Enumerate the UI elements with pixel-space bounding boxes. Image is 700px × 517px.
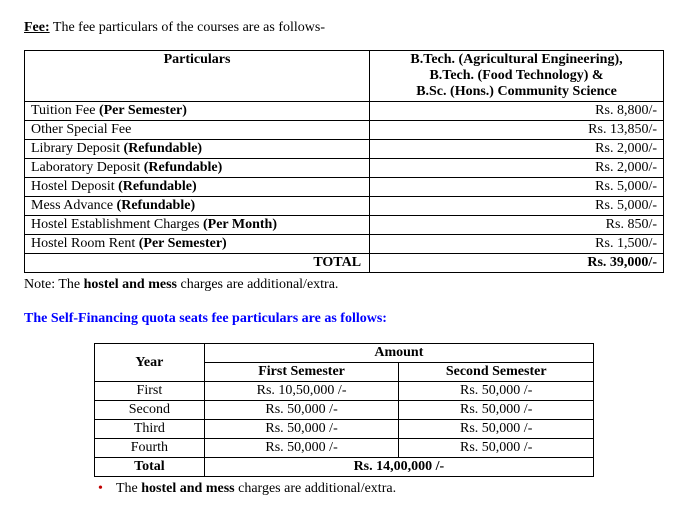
sf-row-sem1: Rs. 50,000 /-	[204, 439, 399, 458]
sf-row-sem1: Rs. 50,000 /-	[204, 420, 399, 439]
fee-table-row-amount: Rs. 13,850/-	[370, 121, 664, 140]
sf-total-amount: Rs. 14,00,000 /-	[204, 458, 593, 477]
fee-table-row-amount: Rs. 5,000/-	[370, 178, 664, 197]
fee-table-row-particulars: Laboratory Deposit (Refundable)	[25, 159, 370, 178]
sf-row-year: First	[95, 382, 205, 401]
fee-row-plain: Hostel Room Rent	[31, 236, 139, 251]
fee-table-row-amount: Rs. 1,500/-	[370, 235, 664, 254]
sf-row-sem2: Rs. 50,000 /-	[399, 420, 594, 439]
sf-sem1-header: First Semester	[204, 363, 399, 382]
sf-row-sem2: Rs. 50,000 /-	[399, 439, 594, 458]
fee-row-plain: Mess Advance	[31, 198, 117, 213]
fee-row-plain: Other Special Fee	[31, 122, 131, 137]
fee-table-row-particulars: Hostel Room Rent (Per Semester)	[25, 235, 370, 254]
fee-table-row-particulars: Tuition Fee (Per Semester)	[25, 102, 370, 121]
sf-row-year: Second	[95, 401, 205, 420]
fee-table-row-particulars: Mess Advance (Refundable)	[25, 197, 370, 216]
fee-table-row-amount: Rs. 2,000/-	[370, 140, 664, 159]
fee-table-header-programs: B.Tech. (Agricultural Engineering), B.Te…	[370, 51, 664, 102]
fee-row-plain: Library Deposit	[31, 141, 124, 156]
fee-note-bold: hostel and mess	[84, 277, 177, 292]
fee-note: Note: The hostel and mess charges are ad…	[24, 277, 676, 293]
sf-total-label: Total	[95, 458, 205, 477]
fee-row-bold: (Per Month)	[203, 217, 277, 232]
fee-table-header-particulars: Particulars	[25, 51, 370, 102]
sf-year-header: Year	[95, 344, 205, 382]
fee-row-bold: (Refundable)	[118, 179, 197, 194]
fee-table-total-amount: Rs. 39,000/-	[370, 254, 664, 273]
sf-note-pre: The	[116, 481, 141, 496]
fee-heading-label: Fee:	[24, 20, 50, 35]
sf-row-sem2: Rs. 50,000 /-	[399, 401, 594, 420]
sf-row-sem2: Rs. 50,000 /-	[399, 382, 594, 401]
fee-heading-rest: The fee particulars of the courses are a…	[50, 20, 325, 35]
fee-row-bold: (Per Semester)	[139, 236, 227, 251]
fee-table-row-amount: Rs. 2,000/-	[370, 159, 664, 178]
sf-row-sem1: Rs. 10,50,000 /-	[204, 382, 399, 401]
fee-table-header-programs-l1: B.Tech. (Agricultural Engineering),	[376, 52, 657, 68]
fee-table-row-particulars: Library Deposit (Refundable)	[25, 140, 370, 159]
sf-note-post: charges are additional/extra.	[235, 481, 396, 496]
fee-row-plain: Laboratory Deposit	[31, 160, 144, 175]
fee-row-bold: (Refundable)	[144, 160, 223, 175]
fee-table-row-amount: Rs. 8,800/-	[370, 102, 664, 121]
fee-table-header-programs-l2: B.Tech. (Food Technology) &	[376, 68, 657, 84]
fee-note-post: charges are additional/extra.	[177, 277, 338, 292]
fee-table-row-amount: Rs. 850/-	[370, 216, 664, 235]
sf-note-bold: hostel and mess	[141, 481, 234, 496]
fee-table-row-particulars: Other Special Fee	[25, 121, 370, 140]
fee-table-row-amount: Rs. 5,000/-	[370, 197, 664, 216]
sf-sem2-header: Second Semester	[399, 363, 594, 382]
fee-table-header-programs-l3: B.Sc. (Hons.) Community Science	[376, 84, 657, 100]
fee-table-total-label: TOTAL	[25, 254, 370, 273]
fee-row-bold: (Refundable)	[117, 198, 196, 213]
fee-heading: Fee: The fee particulars of the courses …	[24, 20, 676, 36]
fee-row-bold: (Refundable)	[124, 141, 203, 156]
sf-row-sem1: Rs. 50,000 /-	[204, 401, 399, 420]
sf-table: Year Amount First Semester Second Semest…	[94, 343, 594, 477]
sf-row-year: Third	[95, 420, 205, 439]
sf-heading: The Self-Financing quota seats fee parti…	[24, 311, 676, 327]
fee-table-row-particulars: Hostel Establishment Charges (Per Month)	[25, 216, 370, 235]
fee-row-plain: Tuition Fee	[31, 103, 99, 118]
sf-note: The hostel and mess charges are addition…	[94, 481, 676, 497]
fee-table-row-particulars: Hostel Deposit (Refundable)	[25, 178, 370, 197]
fee-table: Particulars B.Tech. (Agricultural Engine…	[24, 50, 664, 273]
sf-row-year: Fourth	[95, 439, 205, 458]
fee-row-bold: (Per Semester)	[99, 103, 187, 118]
fee-note-pre: Note: The	[24, 277, 84, 292]
fee-row-plain: Hostel Deposit	[31, 179, 118, 194]
sf-amount-header: Amount	[204, 344, 593, 363]
fee-row-plain: Hostel Establishment Charges	[31, 217, 203, 232]
